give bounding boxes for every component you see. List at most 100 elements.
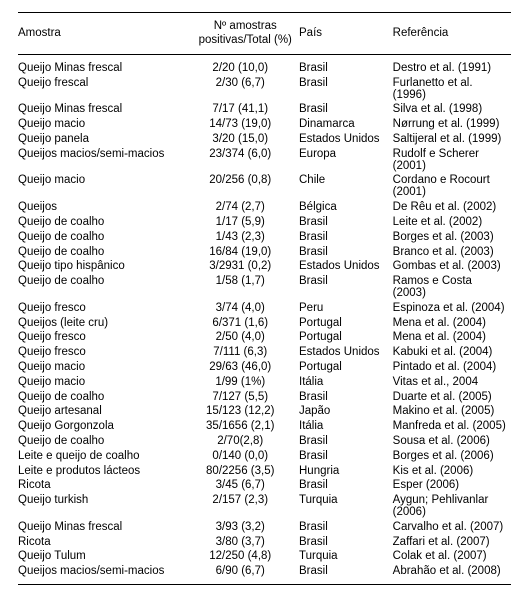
cell-sample: Queijo artesanal — [18, 404, 195, 419]
cell-sample: Queijo Tulum — [18, 549, 195, 564]
cell-reference: Rudolf e Scherer (2001) — [393, 146, 511, 173]
cell-ratio: 7/17 (41,1) — [195, 102, 299, 117]
cell-ratio: 2/20 (10,0) — [195, 54, 299, 75]
cell-sample: Queijo Minas frescal — [18, 54, 195, 75]
cell-ratio: 14/73 (19,0) — [195, 117, 299, 132]
cell-ratio: 15/123 (12,2) — [195, 404, 299, 419]
cell-country: Brasil — [299, 102, 393, 117]
cell-reference: Silva et al. (1998) — [393, 102, 511, 117]
cell-sample: Queijo macio — [18, 360, 195, 375]
header-ratio: Nº amostras positivas/Total (%) — [195, 13, 299, 55]
cell-reference: Duarte et al. (2005) — [393, 389, 511, 404]
cell-country: Japão — [299, 404, 393, 419]
cell-sample: Queijo macio — [18, 117, 195, 132]
table-row: Queijo Gorgonzola35/1656 (2,1)ItáliaManf… — [18, 419, 511, 434]
cell-ratio: 1/58 (1,7) — [195, 274, 299, 301]
cell-ratio: 6/90 (6,7) — [195, 564, 299, 585]
cell-country: Estados Unidos — [299, 259, 393, 274]
cell-sample: Queijo de coalho — [18, 274, 195, 301]
cell-country: Brasil — [299, 274, 393, 301]
cell-sample: Queijo Minas frescal — [18, 519, 195, 534]
cell-country: Chile — [299, 173, 393, 200]
cell-country: Brasil — [299, 389, 393, 404]
cell-country: Estados Unidos — [299, 345, 393, 360]
table-row: Queijos2/74 (2,7)BélgicaDe Rêu et al. (2… — [18, 200, 511, 215]
cell-reference: Nørrung et al. (1999) — [393, 117, 511, 132]
cell-reference: Zaffari et al. (2007) — [393, 534, 511, 549]
cell-reference: Mena et al. (2004) — [393, 330, 511, 345]
cell-sample: Ricota — [18, 478, 195, 493]
cell-country: Brasil — [299, 478, 393, 493]
cell-country: Turquia — [299, 493, 393, 520]
cell-sample: Queijo fresco — [18, 301, 195, 316]
table-row: Queijo de coalho2/70(2,8)BrasilSousa et … — [18, 434, 511, 449]
cell-reference: Esper (2006) — [393, 478, 511, 493]
cell-ratio: 2/157 (2,3) — [195, 493, 299, 520]
cell-reference: Aygun; Pehlivanlar (2006) — [393, 493, 511, 520]
cell-ratio: 3/74 (4,0) — [195, 301, 299, 316]
cell-country: Estados Unidos — [299, 131, 393, 146]
cell-sample: Queijo de coalho — [18, 244, 195, 259]
table-row: Queijo de coalho16/84 (19,0)BrasilBranco… — [18, 244, 511, 259]
cell-country: Portugal — [299, 315, 393, 330]
table-row: Queijo Minas frescal3/93 (3,2)BrasilCarv… — [18, 519, 511, 534]
header-ratio-line2: positivas/Total (%) — [199, 34, 292, 46]
cell-reference: Manfreda et al. (2005) — [393, 419, 511, 434]
cell-country: Brasil — [299, 54, 393, 75]
header-ratio-line1: Nº amostras — [214, 20, 277, 32]
cell-reference: Kabuki et al. (2004) — [393, 345, 511, 360]
cell-country: Dinamarca — [299, 117, 393, 132]
cell-country: Itália — [299, 374, 393, 389]
cell-reference: Leite et al. (2002) — [393, 215, 511, 230]
cell-country: Brasil — [299, 215, 393, 230]
cell-ratio: 2/74 (2,7) — [195, 200, 299, 215]
cell-reference: Gombas et al. (2003) — [393, 259, 511, 274]
cell-country: Brasil — [299, 244, 393, 259]
cell-sample: Queijo macio — [18, 374, 195, 389]
cell-ratio: 20/256 (0,8) — [195, 173, 299, 200]
table-row: Queijos (leite cru)6/371 (1,6)PortugalMe… — [18, 315, 511, 330]
cell-sample: Ricota — [18, 534, 195, 549]
cell-reference: De Rêu et al. (2002) — [393, 200, 511, 215]
cell-reference: Kis et al. (2006) — [393, 463, 511, 478]
table-row: Queijo Tulum12/250 (4,8)TurquiaColak et … — [18, 549, 511, 564]
cell-country: Portugal — [299, 360, 393, 375]
table-row: Queijo fresco3/74 (4,0)PeruEspinoza et a… — [18, 301, 511, 316]
cell-country: Turquia — [299, 549, 393, 564]
table-row: Queijo panela3/20 (15,0)Estados UnidosSa… — [18, 131, 511, 146]
cell-country: Brasil — [299, 229, 393, 244]
cell-sample: Queijo turkish — [18, 493, 195, 520]
cell-reference: Branco et al. (2003) — [393, 244, 511, 259]
cell-ratio: 29/63 (46,0) — [195, 360, 299, 375]
cell-sample: Queijo macio — [18, 173, 195, 200]
cell-reference: Destro et al. (1991) — [393, 54, 511, 75]
header-country: País — [299, 13, 393, 55]
cell-country: Hungria — [299, 463, 393, 478]
cell-country: Brasil — [299, 448, 393, 463]
cell-country: Brasil — [299, 434, 393, 449]
cell-reference: Sousa et al. (2006) — [393, 434, 511, 449]
cell-ratio: 7/127 (5,5) — [195, 389, 299, 404]
cell-reference: Borges et al. (2003) — [393, 229, 511, 244]
cell-reference: Cordano e Rocourt (2001) — [393, 173, 511, 200]
cell-ratio: 1/99 (1%) — [195, 374, 299, 389]
cell-ratio: 7/111 (6,3) — [195, 345, 299, 360]
cell-ratio: 35/1656 (2,1) — [195, 419, 299, 434]
cell-country: Brasil — [299, 534, 393, 549]
cell-ratio: 2/70(2,8) — [195, 434, 299, 449]
cell-reference: Makino et al. (2005) — [393, 404, 511, 419]
table-row: Queijo de coalho1/17 (5,9)BrasilLeite et… — [18, 215, 511, 230]
table-row: Leite e produtos lácteos80/2256 (3,5)Hun… — [18, 463, 511, 478]
table-row: Queijos macios/semi-macios23/374 (6,0)Eu… — [18, 146, 511, 173]
table-row: Queijo tipo hispânico3/2931 (0,2)Estados… — [18, 259, 511, 274]
table-header-row: Amostra Nº amostras positivas/Total (%) … — [18, 13, 511, 55]
cell-sample: Queijo de coalho — [18, 229, 195, 244]
cell-sample: Queijo Gorgonzola — [18, 419, 195, 434]
table-row: Queijo Minas frescal7/17 (41,1)BrasilSil… — [18, 102, 511, 117]
table-row: Queijo de coalho1/43 (2,3)BrasilBorges e… — [18, 229, 511, 244]
table-row: Queijo macio20/256 (0,8)ChileCordano e R… — [18, 173, 511, 200]
cell-ratio: 23/374 (6,0) — [195, 146, 299, 173]
cell-sample: Queijo de coalho — [18, 215, 195, 230]
table-row: Queijo macio14/73 (19,0)DinamarcaNørrung… — [18, 117, 511, 132]
cell-ratio: 16/84 (19,0) — [195, 244, 299, 259]
